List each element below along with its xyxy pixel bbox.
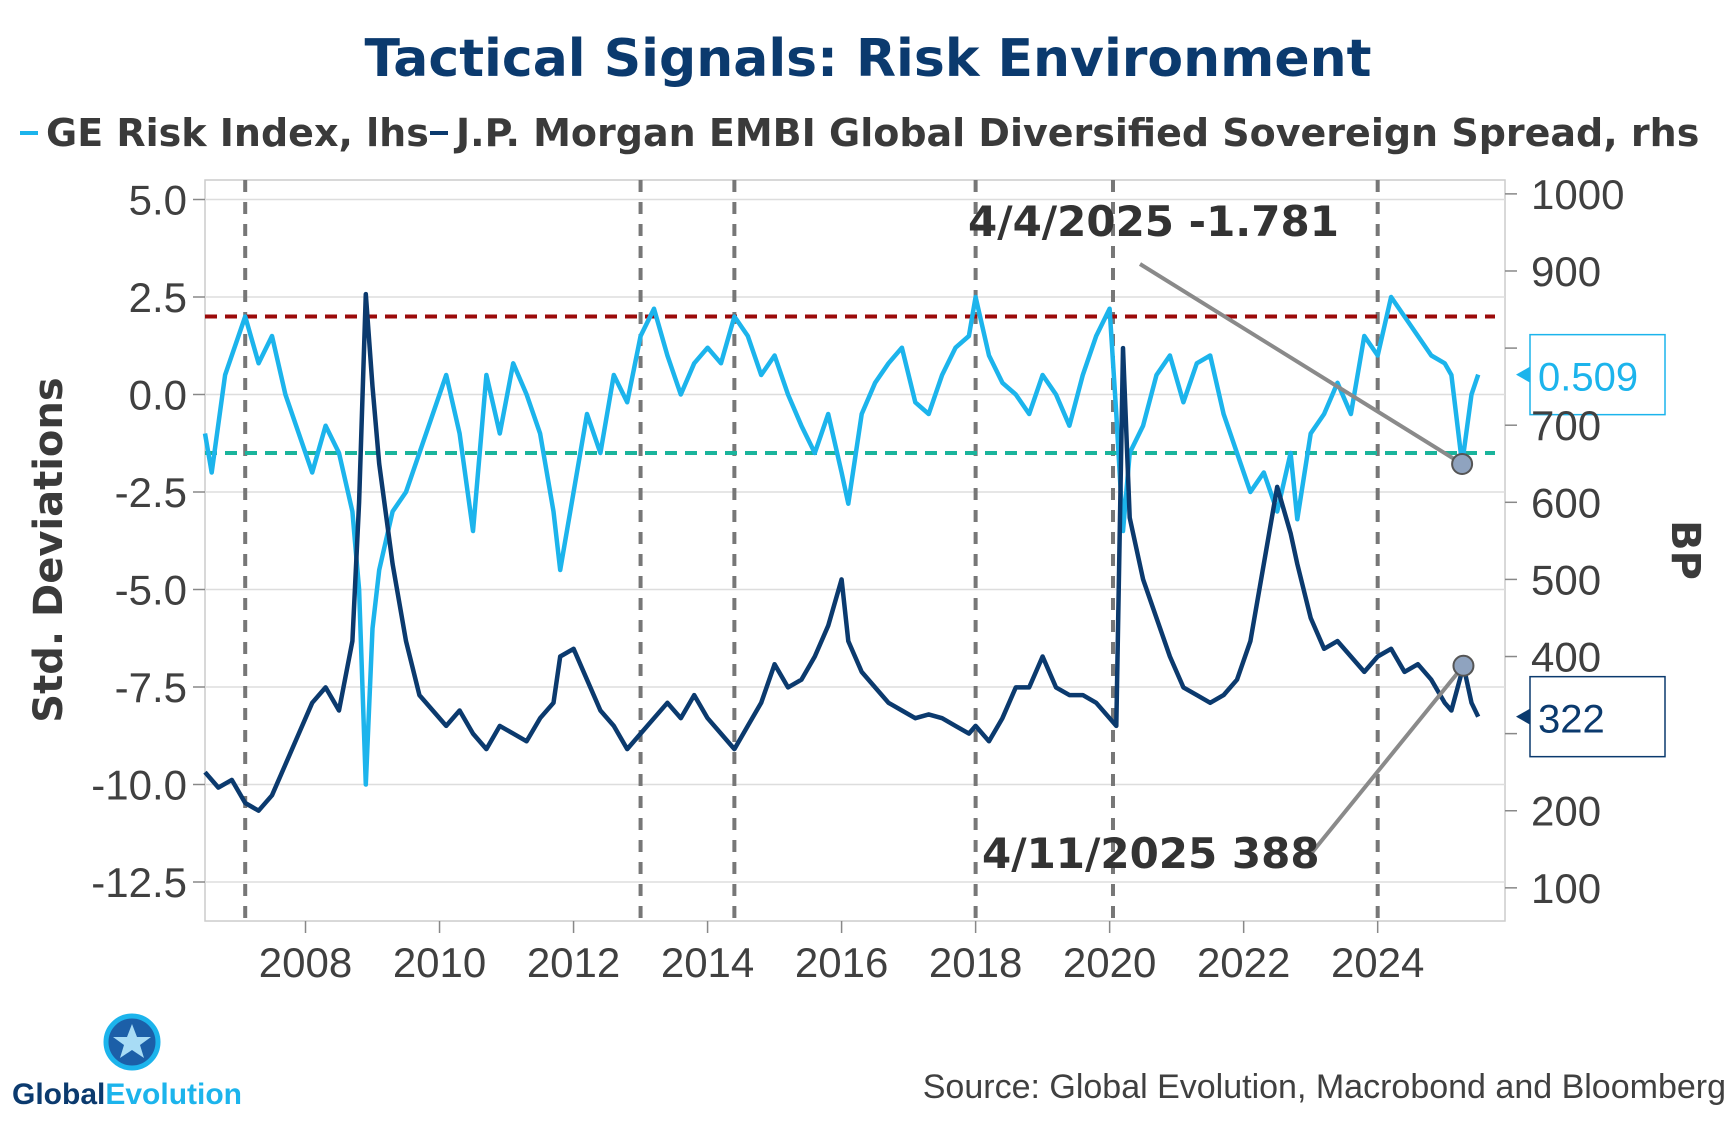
y-right-tick-label-8: 200 [1531, 788, 1601, 835]
plot-area [204, 179, 1506, 922]
y-left-tick-label-1: 2.5 [129, 274, 187, 321]
y-right-tick-label-5: 500 [1531, 556, 1601, 603]
legend-label-embi: J.P. Morgan EMBI Global Diversified Sove… [453, 111, 1699, 155]
y-axis-left: 5.0 2.5 0.0 -2.5 -5.0 -7.5 -10.0 -12.5 [91, 177, 205, 906]
svg-text:GlobalEvolution: GlobalEvolution [12, 1078, 242, 1111]
y-right-tick-label-3: 700 [1531, 402, 1601, 449]
y-axis-right: 1000 900 700 600 500 400 200 100 [1505, 171, 1624, 912]
last-value-box-ge-risk-pointer [1516, 366, 1530, 383]
y-left-tick-label-4: -5.0 [115, 567, 187, 614]
y-left-tick-label-3: -2.5 [115, 469, 187, 516]
annotation-embi-leader [1308, 664, 1466, 857]
last-value-box-ge-risk-label: 0.509 [1538, 356, 1638, 400]
last-value-box-ge-risk-frame [1529, 333, 1666, 416]
x-tick-label-8: 2024 [1331, 939, 1424, 986]
x-tick-label-4: 2016 [795, 939, 888, 986]
y-left-tick-label-5: -7.5 [115, 664, 187, 711]
global-evolution-logo: GlobalEvolution [12, 1013, 242, 1111]
series-line-embi-spread [203, 291, 1481, 813]
last-value-box-embi-frame [1529, 675, 1666, 758]
x-axis: 2008 2010 2012 2014 2016 2018 2020 2022 2024 [259, 921, 1424, 986]
gridlines [205, 198, 1505, 883]
annotation-embi-point [1452, 654, 1475, 677]
y-axis-left-title: Std. Deviations [26, 377, 72, 722]
legend: GE Risk Index, lhs J.P. Morgan EMBI Glob… [20, 111, 1699, 155]
annotation-embi-label: 4/11/2025 388 [982, 829, 1320, 878]
source-note: Source: Global Evolution, Macrobond and … [923, 1068, 1726, 1106]
x-tick-label-2: 2012 [527, 939, 620, 986]
annotation-ge-risk-leader [1138, 262, 1464, 466]
vertical-markers [243, 180, 1380, 921]
annotation-ge-risk-label: 4/4/2025 -1.781 [968, 197, 1339, 246]
series-line-ge-risk-index [202, 294, 1481, 787]
x-tick-label-1: 2010 [393, 939, 486, 986]
y-left-tick-label-6: -10.0 [91, 762, 187, 809]
chart-title: Tactical Signals: Risk Environment [365, 29, 1372, 89]
y-left-tick-label-0: 5.0 [129, 177, 187, 224]
series-lines [202, 291, 1481, 813]
y-left-tick-label-2: 0.0 [129, 372, 187, 419]
x-tick-label-6: 2020 [1063, 939, 1156, 986]
x-tick-label-7: 2022 [1197, 939, 1290, 986]
y-right-tick-label-0: 1000 [1531, 171, 1624, 218]
logo-text-evolution: Evolution [105, 1078, 242, 1111]
annotations: 4/4/2025 -1.781 4/11/2025 388 0.509 322 [968, 197, 1666, 878]
last-value-box-embi-label: 322 [1538, 698, 1605, 742]
star-icon [113, 1024, 151, 1058]
legend-label-ge-risk: GE Risk Index, lhs [46, 111, 429, 155]
y-right-tick-label-9: 100 [1531, 865, 1601, 912]
x-tick-label-0: 2008 [259, 939, 352, 986]
threshold-lines [205, 314, 1495, 455]
y-left-tick-label-7: -12.5 [91, 859, 187, 906]
x-tick-label-5: 2018 [929, 939, 1022, 986]
y-right-tick-label-4: 600 [1531, 479, 1601, 526]
annotation-ge-risk-point [1451, 452, 1474, 475]
x-tick-label-3: 2014 [661, 939, 754, 986]
y-right-tick-label-1: 900 [1531, 248, 1601, 295]
last-value-box-embi-pointer [1516, 708, 1530, 725]
y-axis-right-title: BP [1662, 520, 1708, 580]
y-right-tick-label-6: 400 [1531, 634, 1601, 681]
logo-text-global: Global [12, 1078, 105, 1111]
